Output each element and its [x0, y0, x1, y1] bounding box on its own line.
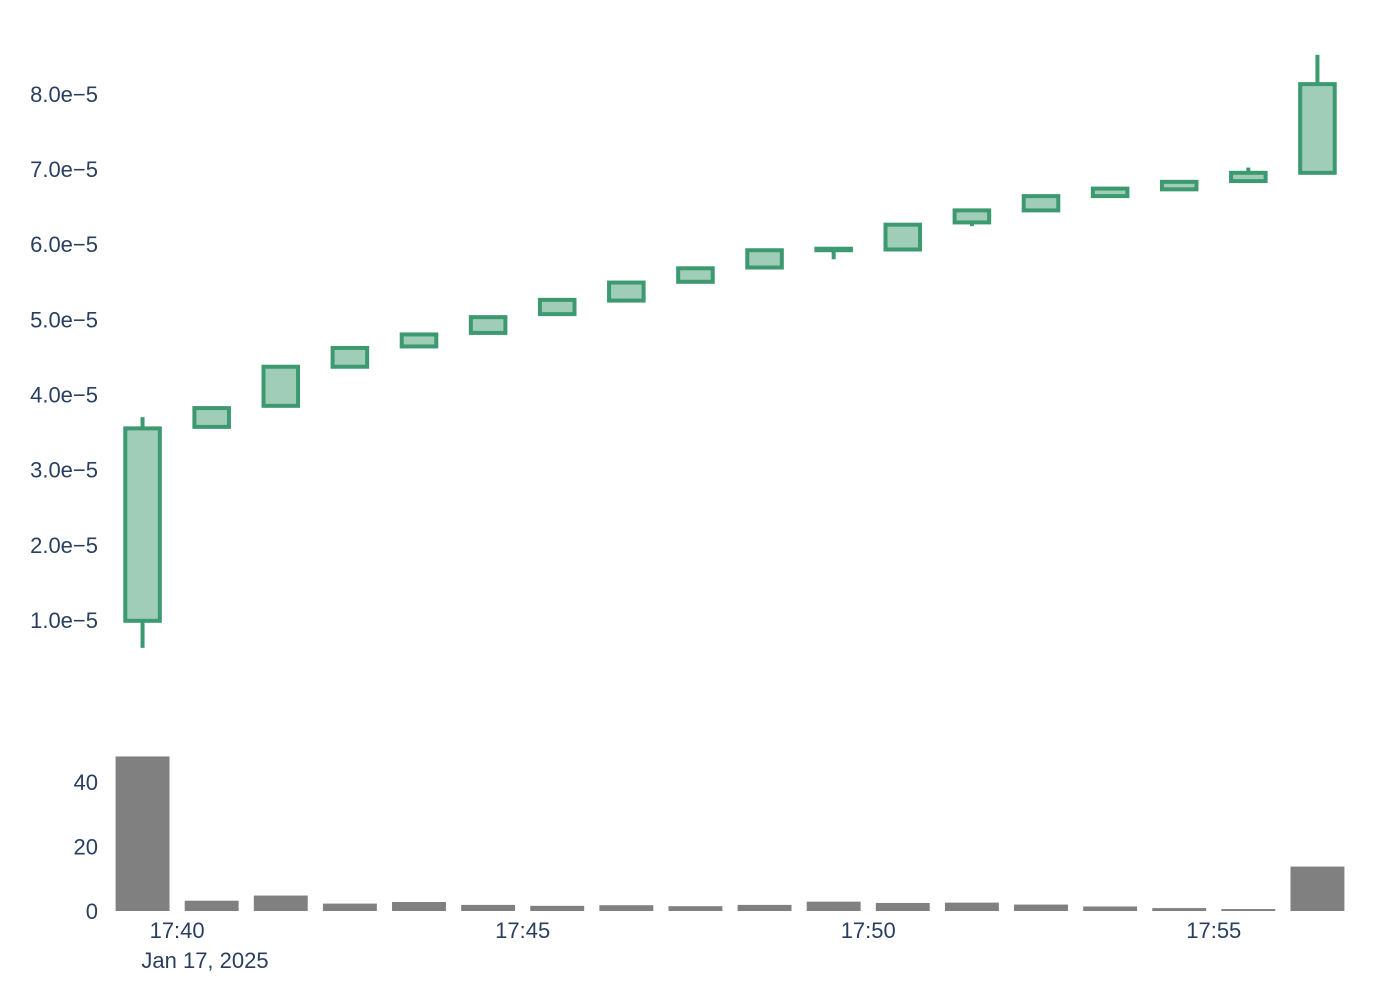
candle — [1298, 54, 1337, 175]
candle — [883, 222, 923, 252]
volume-bar — [461, 904, 516, 911]
volume-bar — [599, 905, 654, 911]
candle — [1159, 179, 1199, 192]
volume-bar — [322, 903, 377, 911]
volume-bar — [875, 902, 930, 911]
volume-bar — [392, 901, 446, 911]
candle-body — [883, 222, 923, 252]
volume-y-tick-label: 20 — [74, 835, 98, 860]
volume-y-axis: 0 20 40 — [74, 770, 98, 924]
candle — [468, 315, 508, 335]
volume-bar — [1014, 904, 1068, 911]
x-tick-label: 17:40 — [150, 918, 205, 943]
candle-body — [745, 248, 784, 270]
candle — [814, 246, 853, 260]
x-tick-label: 17:50 — [841, 918, 896, 943]
volume-y-tick-label: 40 — [74, 770, 98, 795]
candle — [1229, 167, 1268, 184]
candle-body — [814, 246, 853, 253]
x-tick-label: 17:45 — [495, 918, 550, 943]
volume-bar — [1290, 866, 1345, 911]
volume-bar — [1221, 909, 1276, 911]
price-y-tick-label: 5.0e−5 — [30, 307, 98, 332]
price-y-tick-label: 8.0e−5 — [30, 82, 98, 107]
volume-bar — [1083, 906, 1138, 911]
volume-bar — [184, 900, 239, 911]
candle-body — [468, 315, 508, 335]
volume-bar — [944, 902, 999, 911]
volume-bar — [530, 905, 585, 911]
candle-body — [399, 332, 439, 349]
price-y-tick-label: 1.0e−5 — [30, 608, 98, 633]
x-date-label: Jan 17, 2025 — [141, 948, 268, 973]
candle-body — [952, 208, 992, 225]
volume-bar — [1152, 908, 1207, 911]
volume-y-tick-label: 0 — [86, 899, 98, 924]
candle-body — [330, 345, 370, 369]
candle-body — [1298, 82, 1337, 175]
price-y-tick-label: 4.0e−5 — [30, 383, 98, 408]
volume-panel — [115, 756, 1345, 911]
volume-bar — [253, 895, 308, 911]
candle-body — [537, 297, 577, 317]
candle — [123, 417, 162, 648]
candle — [261, 364, 301, 408]
price-y-tick-label: 6.0e−5 — [30, 232, 98, 257]
candle-body — [607, 280, 646, 303]
candle — [1090, 186, 1130, 199]
price-y-axis: 1.0e−5 2.0e−5 3.0e−5 4.0e−5 5.0e−5 6.0e−5 7.0e… — [30, 82, 98, 633]
price-panel — [123, 54, 1337, 648]
candle — [607, 280, 646, 303]
x-tick-label: 17:55 — [1186, 918, 1241, 943]
price-y-tick-label: 3.0e−5 — [30, 458, 98, 483]
candle — [676, 266, 715, 284]
candle-body — [676, 266, 715, 284]
candle-body — [261, 364, 301, 408]
candle — [192, 406, 231, 429]
price-y-tick-label: 2.0e−5 — [30, 533, 98, 558]
candle — [537, 297, 577, 317]
candle — [1021, 194, 1061, 213]
candle-body — [1229, 170, 1268, 184]
candle-body — [123, 426, 162, 623]
candle-body — [192, 406, 231, 429]
candle — [399, 332, 439, 349]
candle-body — [1159, 179, 1199, 192]
volume-bar — [115, 756, 170, 911]
volume-bar — [806, 901, 861, 911]
volume-bar — [668, 906, 723, 911]
candle — [745, 248, 784, 270]
candle-body — [1021, 194, 1061, 213]
candle — [952, 208, 992, 227]
candle-body — [1090, 186, 1130, 199]
candle — [330, 345, 370, 369]
price-y-tick-label: 7.0e−5 — [30, 157, 98, 182]
x-axis: Jan 17, 2025 17:40 17:45 17:50 17:55 — [141, 918, 1241, 973]
volume-bar — [737, 904, 792, 911]
